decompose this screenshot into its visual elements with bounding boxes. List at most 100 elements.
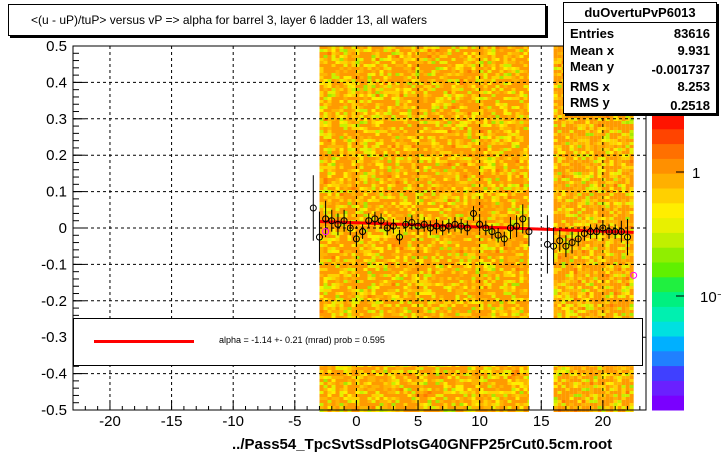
heatmap-cell (367, 67, 372, 70)
heatmap-cell (327, 250, 332, 253)
heatmap-cell (335, 61, 340, 64)
heatmap-cell (339, 214, 344, 217)
heatmap-cell (399, 169, 404, 172)
heatmap-cell (427, 259, 432, 262)
heatmap-cell (375, 307, 380, 310)
heatmap-cell (355, 85, 360, 88)
heatmap-cell (443, 382, 448, 385)
heatmap-cell (375, 382, 380, 385)
heatmap-cell (407, 271, 412, 274)
heatmap-cell (471, 256, 476, 259)
heatmap-cell (415, 55, 420, 58)
heatmap-cell (407, 394, 412, 397)
heatmap-cell (407, 406, 412, 409)
heatmap-cell (319, 100, 324, 103)
heatmap-cell (343, 169, 348, 172)
heatmap-cell (367, 82, 372, 85)
heatmap-cell (447, 232, 452, 235)
heatmap-cell (375, 94, 380, 97)
heatmap-cell (355, 133, 360, 136)
heatmap-cell (343, 193, 348, 196)
heatmap-cell (431, 244, 436, 247)
heatmap-cell (347, 166, 352, 169)
heatmap-cell (323, 112, 328, 115)
heatmap-cell (435, 403, 440, 406)
heatmap-cell (443, 70, 448, 73)
heatmap-cell (395, 388, 400, 391)
heatmap-cell (411, 229, 416, 232)
heatmap-cell (387, 94, 392, 97)
heatmap-cell (399, 151, 404, 154)
heatmap-cell (387, 145, 392, 148)
heatmap-cell (403, 100, 408, 103)
heatmap-cell (351, 70, 356, 73)
heatmap-cell (355, 385, 360, 388)
heatmap-cell (471, 394, 476, 397)
heatmap-cell (423, 241, 428, 244)
heatmap-cell (355, 130, 360, 133)
heatmap-cell (323, 163, 328, 166)
heatmap-cell (443, 403, 448, 406)
heatmap-cell (347, 115, 352, 118)
heatmap-cell (443, 160, 448, 163)
heatmap-cell (363, 127, 368, 130)
heatmap-cell (331, 403, 336, 406)
heatmap-cell (475, 400, 480, 403)
heatmap-cell (415, 109, 420, 112)
heatmap-cell (415, 82, 420, 85)
heatmap-cell (407, 70, 412, 73)
heatmap-cell (331, 130, 336, 133)
heatmap-cell (459, 172, 464, 175)
heatmap-cell (479, 211, 484, 214)
heatmap-cell (419, 265, 424, 268)
heatmap-cell (451, 82, 456, 85)
heatmap-cell (367, 184, 372, 187)
heatmap-cell (455, 250, 460, 253)
heatmap-cell (363, 151, 368, 154)
heatmap-cell (363, 295, 368, 298)
heatmap-cell (383, 301, 388, 304)
heatmap-cell (479, 157, 484, 160)
heatmap-cell (471, 64, 476, 67)
heatmap-cell (327, 292, 332, 295)
heatmap-cell (475, 385, 480, 388)
heatmap-cell (471, 193, 476, 196)
heatmap-cell (447, 127, 452, 130)
heatmap-cell (359, 298, 364, 301)
heatmap-cell (343, 238, 348, 241)
heatmap-cell (439, 46, 444, 49)
heatmap-cell (399, 70, 404, 73)
heatmap-cell (343, 124, 348, 127)
heatmap-cell (439, 181, 444, 184)
heatmap-cell (411, 124, 416, 127)
heatmap-cell (467, 262, 472, 265)
heatmap-cell (347, 271, 352, 274)
heatmap-cell (467, 208, 472, 211)
heatmap-cell (399, 256, 404, 259)
heatmap-cell (371, 106, 376, 109)
heatmap-cell (379, 61, 384, 64)
heatmap-cell (371, 229, 376, 232)
heatmap-cell (443, 292, 448, 295)
heatmap-cell (443, 298, 448, 301)
heatmap-cell (351, 94, 356, 97)
heatmap-cell (455, 52, 460, 55)
heatmap-cell (459, 199, 464, 202)
heatmap-cell (451, 199, 456, 202)
heatmap-cell (319, 217, 324, 220)
heatmap-cell (479, 289, 484, 292)
heatmap-cell (331, 388, 336, 391)
heatmap-cell (435, 292, 440, 295)
heatmap-cell (447, 277, 452, 280)
heatmap-cell (463, 298, 468, 301)
heatmap-cell (391, 76, 396, 79)
heatmap-cell (415, 256, 420, 259)
heatmap-cell (351, 58, 356, 61)
heatmap-cell (463, 88, 468, 91)
heatmap-cell (327, 211, 332, 214)
heatmap-cell (371, 103, 376, 106)
heatmap-cell (355, 64, 360, 67)
heatmap-cell (411, 97, 416, 100)
heatmap-cell (459, 196, 464, 199)
heatmap-cell (339, 133, 344, 136)
